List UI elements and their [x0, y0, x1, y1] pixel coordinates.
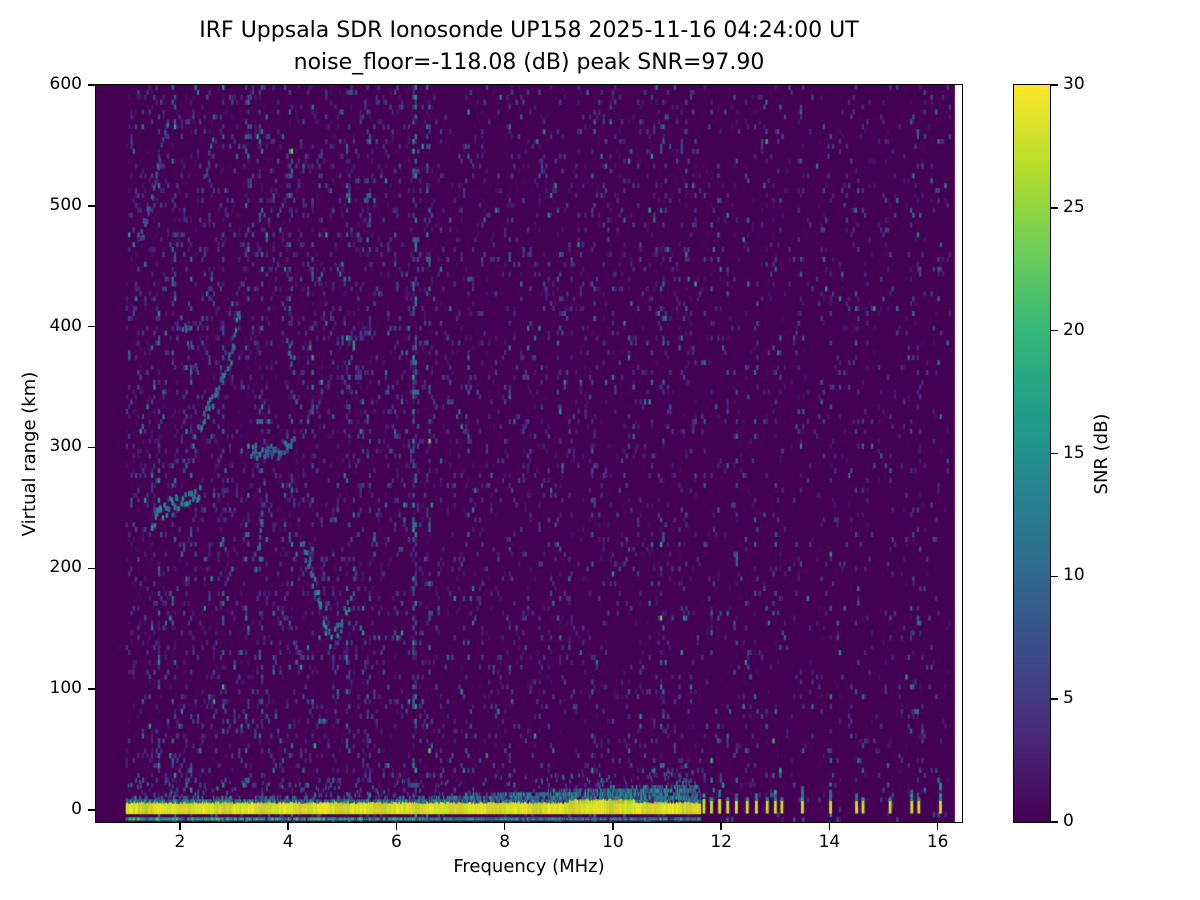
- colorbar-tick-label: 30: [1063, 74, 1085, 94]
- y-tick-label: 0: [71, 798, 82, 819]
- y-tick-label: 200: [49, 557, 82, 578]
- x-tick-label: 4: [282, 832, 294, 852]
- x-tick-label: 8: [499, 832, 511, 852]
- y-tick-label: 400: [49, 315, 82, 336]
- plot-area: [95, 84, 963, 823]
- x-tick-label: 16: [926, 832, 949, 852]
- x-tick-label: 6: [390, 832, 402, 852]
- x-tick-label: 12: [710, 832, 732, 852]
- y-tick-label: 300: [49, 436, 82, 457]
- y-tick-mark: [88, 809, 95, 811]
- x-tick-mark: [720, 823, 722, 830]
- y-tick-mark: [88, 205, 95, 207]
- colorbar-label: SNR (dB): [1091, 413, 1112, 495]
- colorbar-tick-label: 20: [1063, 319, 1085, 340]
- x-tick-mark: [503, 823, 506, 830]
- x-tick-mark: [828, 823, 831, 830]
- x-tick-label: 2: [174, 832, 186, 852]
- x-tick-mark: [395, 823, 398, 830]
- y-tick-mark: [88, 688, 95, 690]
- colorbar-tick-mark: [1051, 452, 1058, 455]
- colorbar: [1013, 84, 1051, 823]
- x-tick-label: 14: [818, 832, 841, 852]
- colorbar-tick-mark: [1051, 84, 1058, 86]
- chart-subtitle: noise_floor=-118.08 (dB) peak SNR=97.90: [293, 50, 765, 75]
- colorbar-tick-label: 15: [1063, 442, 1085, 463]
- x-axis-label: Frequency (MHz): [453, 856, 605, 877]
- colorbar-tick-label: 25: [1063, 196, 1085, 217]
- chart-title-block: IRF Uppsala SDR Ionosonde UP158 2025-11-…: [0, 15, 1058, 79]
- colorbar-tick-label: 10: [1063, 565, 1085, 586]
- y-tick-label: 600: [49, 74, 82, 94]
- y-tick-mark: [88, 446, 95, 449]
- colorbar-tick-mark: [1051, 575, 1058, 578]
- heatmap-canvas: [96, 85, 962, 822]
- y-tick-mark: [88, 84, 95, 86]
- x-tick-mark: [612, 823, 614, 830]
- y-tick-mark: [88, 567, 95, 570]
- colorbar-tick-label: 5: [1063, 688, 1074, 709]
- colorbar-canvas: [1014, 85, 1050, 822]
- colorbar-tick-mark: [1051, 329, 1058, 332]
- chart-title: IRF Uppsala SDR Ionosonde UP158 2025-11-…: [199, 18, 859, 43]
- x-tick-mark: [287, 823, 289, 830]
- y-tick-label: 100: [49, 678, 82, 699]
- y-tick-mark: [88, 325, 95, 328]
- colorbar-tick-mark: [1051, 207, 1058, 209]
- x-tick-mark: [179, 823, 181, 830]
- colorbar-tick-mark: [1051, 821, 1058, 823]
- colorbar-tick-label: 0: [1063, 811, 1074, 831]
- colorbar-tick-mark: [1051, 698, 1058, 700]
- y-tick-label: 500: [49, 194, 82, 215]
- x-tick-label: 10: [602, 832, 624, 852]
- x-tick-mark: [936, 823, 939, 830]
